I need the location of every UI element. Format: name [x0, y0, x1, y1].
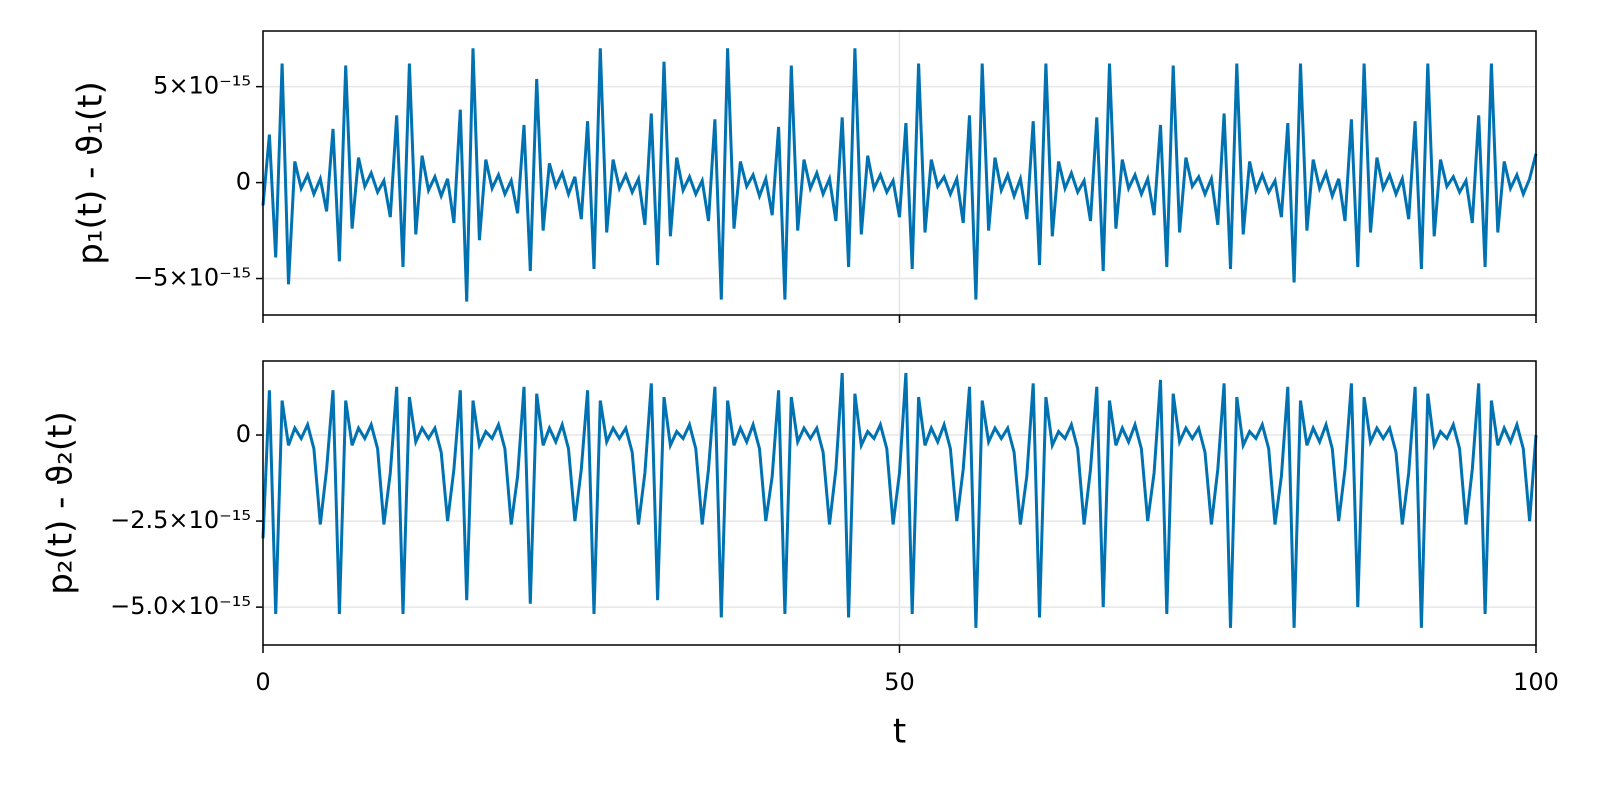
x-tick-label: 100: [1513, 668, 1559, 696]
data-line: [261, 48, 1538, 302]
data-line: [261, 372, 1538, 628]
x-axis-label: t: [893, 712, 906, 752]
plot-frame: [262, 360, 1537, 646]
y-axis-label: p₁(t) - ϑ₁(t): [71, 81, 111, 265]
y-axis-label: p₂(t) - ϑ₂(t): [41, 411, 81, 595]
x-tick-label: 0: [255, 668, 270, 696]
y-tick-label: 5×10⁻¹⁵: [153, 72, 251, 100]
y-tick-label: 0: [236, 168, 251, 196]
y-tick-label: −2.5×10⁻¹⁵: [110, 506, 251, 534]
y-tick-label: 0: [236, 420, 251, 448]
y-tick-label: −5×10⁻¹⁵: [133, 264, 251, 292]
y-tick-label: −5.0×10⁻¹⁵: [110, 592, 251, 620]
x-tick-label: 50: [884, 668, 915, 696]
plot-frame: [262, 30, 1537, 316]
